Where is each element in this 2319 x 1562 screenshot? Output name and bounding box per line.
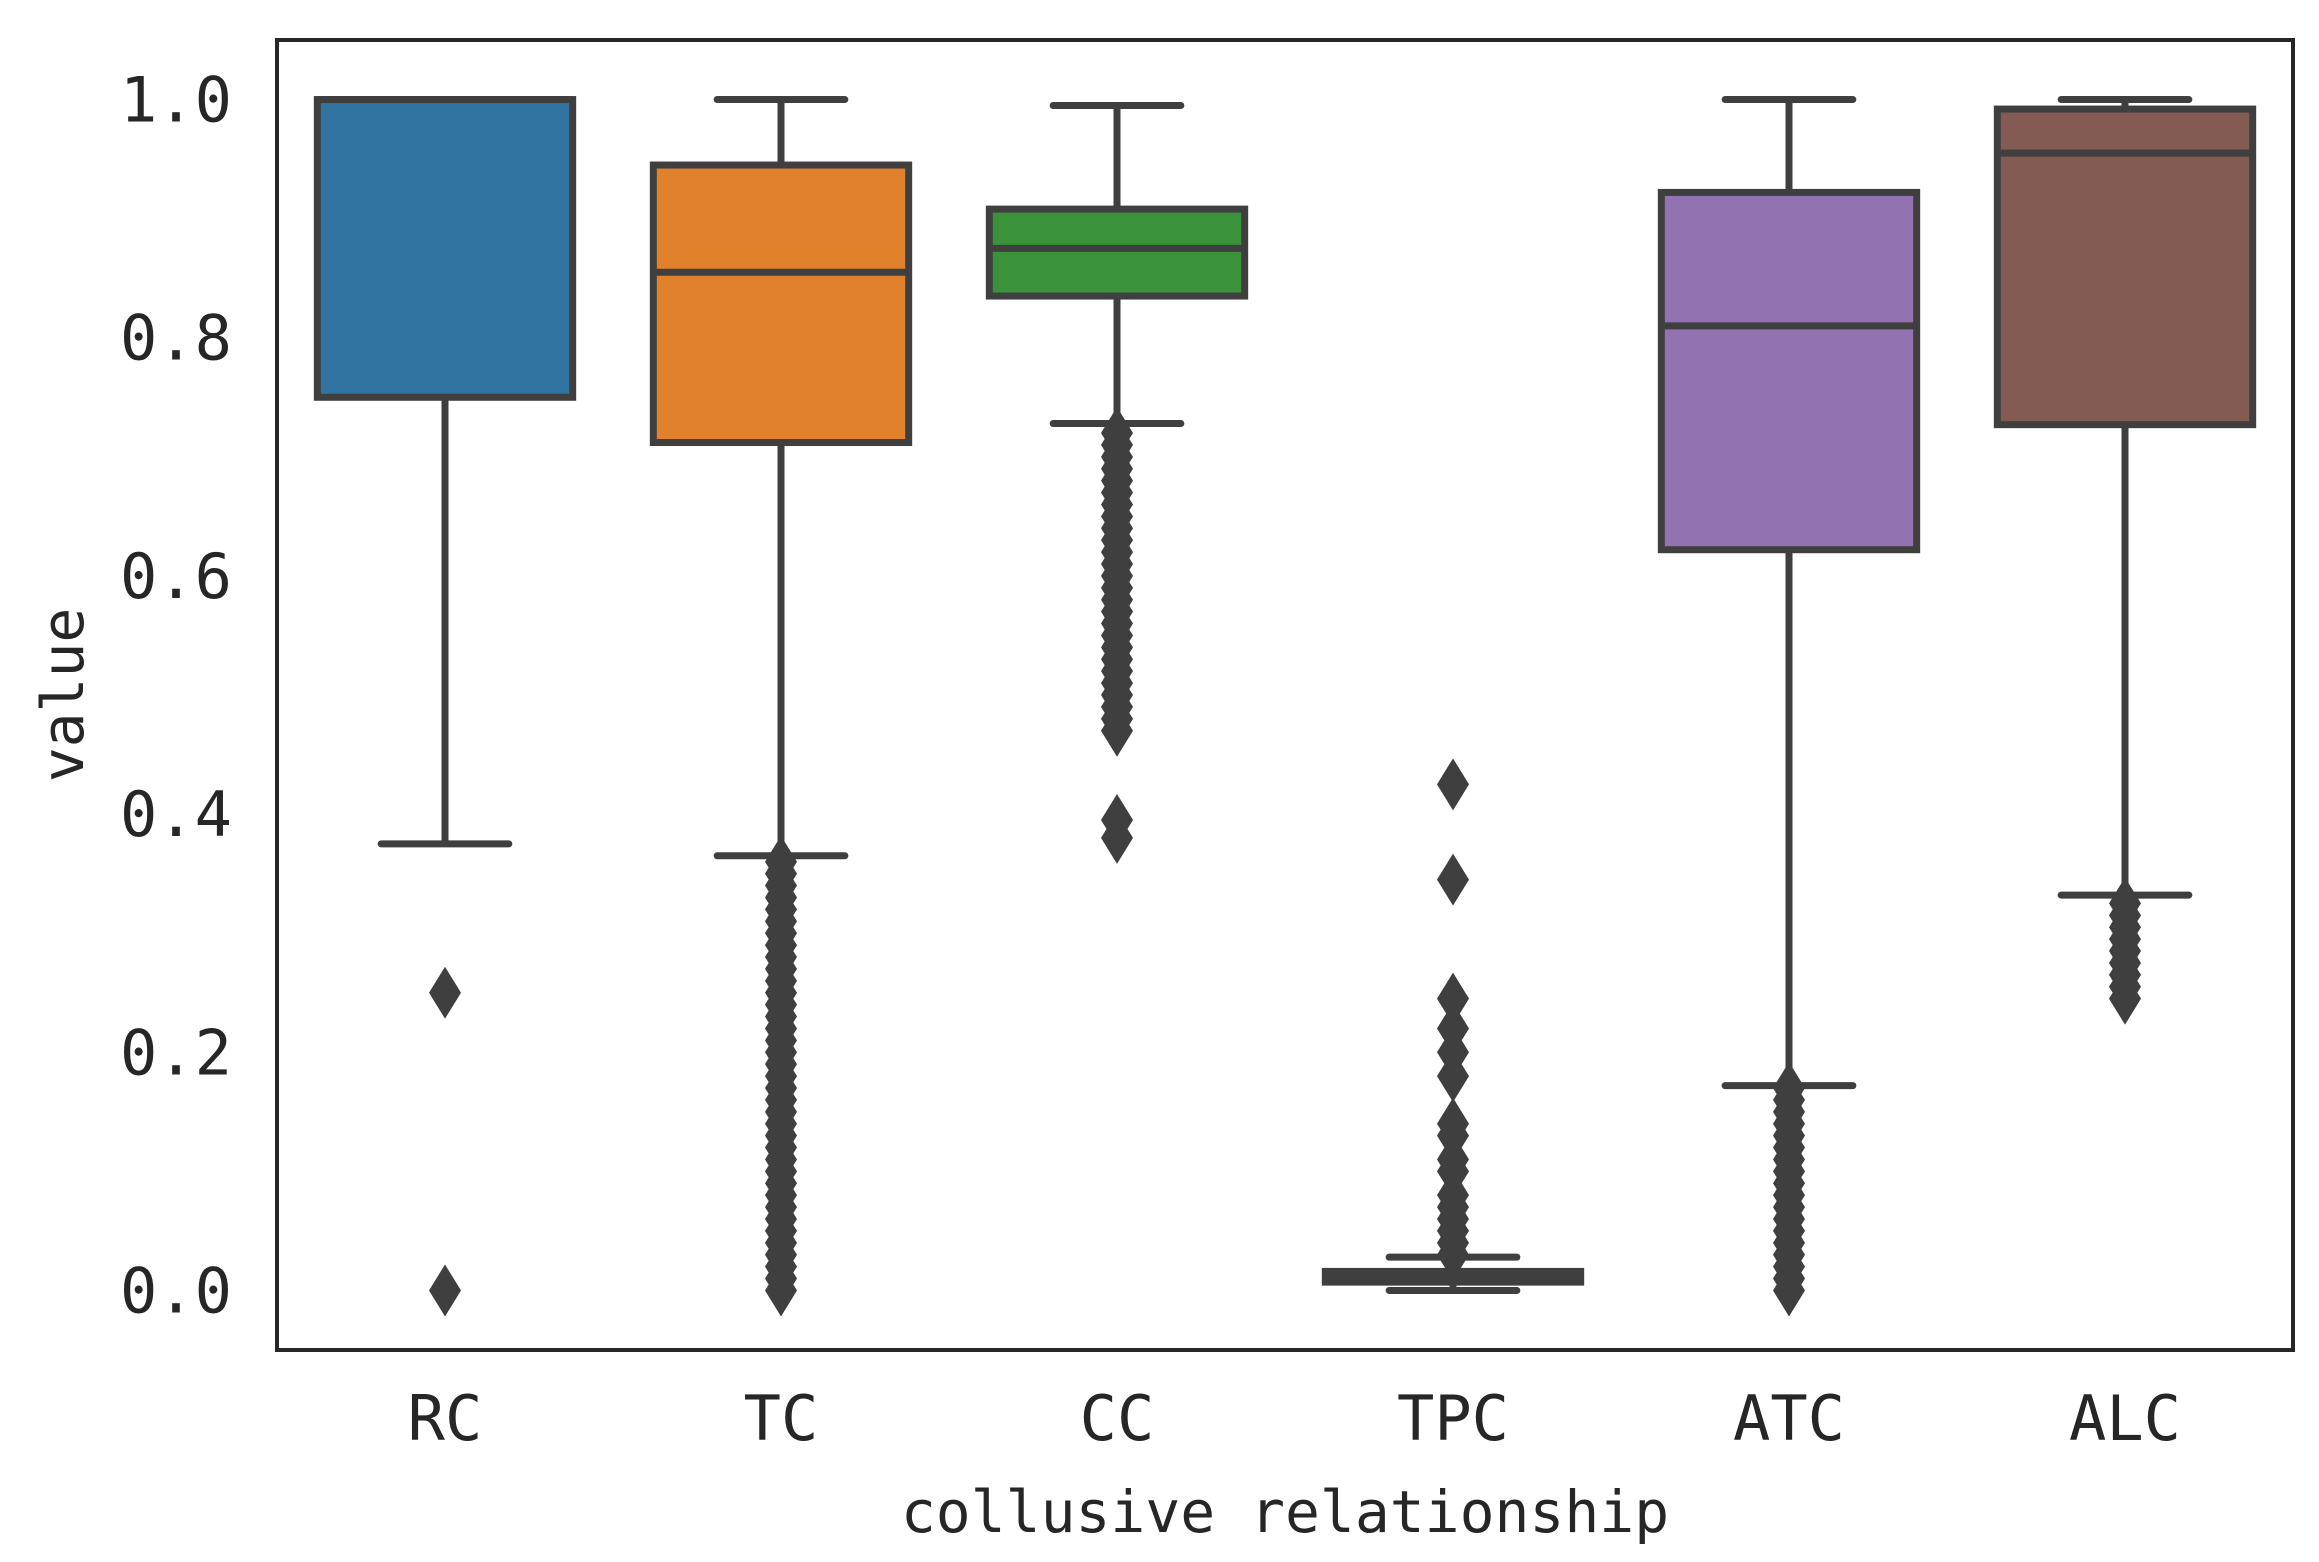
outlier-point [429,1264,461,1317]
x-axis-ticks: RC TC CC TPC ATC ALC [408,1382,2181,1455]
y-tick-label: 1.0 [120,64,232,137]
y-tick-label: 0.6 [120,540,232,613]
outlier-point [429,966,461,1019]
box-iqr [1993,105,2257,429]
box-iqr [985,205,1249,300]
box-iqr [1657,188,1921,554]
outlier-point [765,835,797,888]
outlier-point [2109,877,2141,930]
boxes-layer [313,96,2257,1317]
x-tick-label: RC [408,1382,483,1455]
outlier-point [1437,972,1469,1025]
outlier-point [1101,407,1133,459]
y-tick-label: 0.0 [120,1254,232,1327]
x-tick-label: CC [1080,1382,1155,1455]
box-alc [1993,96,2257,1025]
x-axis-label: collusive relationship [901,1478,1669,1546]
box-iqr [649,161,913,447]
outlier-point [1437,758,1469,811]
box-rc [313,96,577,1317]
x-tick-label: ATC [1733,1382,1845,1455]
outlier-point [1437,1097,1469,1150]
box-iqr [313,96,577,401]
plot-area [275,38,2295,1352]
outlier-point [1101,794,1133,847]
box-tpc [1321,758,1585,1294]
y-tick-label: 0.4 [120,778,232,851]
x-tick-label: TPC [1397,1382,1509,1455]
y-axis-ticks: 0.0 0.2 0.4 0.6 0.8 1.0 [120,64,232,1328]
box-tc [649,96,913,1317]
x-tick-label: ALC [2069,1382,2181,1455]
y-tick-label: 0.8 [120,302,232,375]
y-tick-label: 0.2 [120,1016,232,1089]
box-cc [985,102,1249,864]
outlier-point [1437,853,1469,906]
outlier-point [1773,1062,1805,1114]
box-atc [1657,96,1921,1317]
outlier-point [1437,1002,1469,1055]
x-tick-label: TC [744,1382,819,1455]
y-axis-label: value [29,608,97,783]
